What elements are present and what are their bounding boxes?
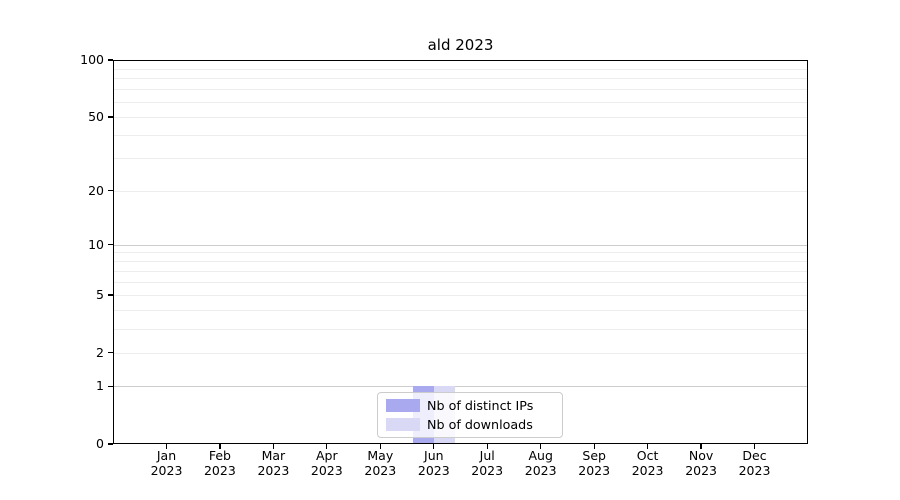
- x-tick-mark: [326, 444, 328, 449]
- y-tick-mark: [108, 116, 113, 118]
- x-tick-mark: [219, 444, 221, 449]
- y-tick-label: 0: [96, 436, 104, 451]
- legend: Nb of distinct IPs Nb of downloads: [377, 392, 563, 438]
- x-tick-label: Aug 2023: [524, 448, 557, 478]
- x-tick-label: Mar 2023: [257, 448, 290, 478]
- legend-swatch-icon: [386, 399, 420, 412]
- y-tick-label: 50: [88, 108, 104, 124]
- gridline-minor: [114, 116, 807, 118]
- y-tick-mark: [108, 352, 113, 354]
- y-tick-label: 20: [88, 182, 104, 198]
- x-tick-mark: [165, 444, 168, 449]
- gridline-minor: [114, 190, 807, 192]
- x-tick-mark: [700, 444, 702, 449]
- x-tick-label: Jun 2023: [417, 448, 450, 478]
- gridline-minor: [114, 261, 807, 263]
- x-tick-label: Sep 2023: [578, 448, 611, 478]
- x-tick-label: May 2023: [364, 448, 397, 478]
- gridline-minor: [114, 78, 807, 80]
- gridline-minor: [114, 352, 807, 354]
- x-tick-mark: [433, 444, 435, 449]
- gridline-minor: [114, 294, 807, 296]
- gridline-minor: [114, 68, 807, 70]
- x-tick-mark: [540, 444, 542, 449]
- x-tick-mark: [486, 444, 488, 449]
- x-tick-label: Feb 2023: [203, 448, 236, 478]
- x-tick-label: Apr 2023: [310, 448, 343, 478]
- y-tick-label: 1: [96, 378, 104, 394]
- gridline-minor: [114, 158, 807, 160]
- gridline-minor: [114, 102, 807, 103]
- gridline-minor: [114, 328, 807, 330]
- x-tick-mark: [593, 444, 595, 449]
- legend-label: Nb of distinct IPs: [427, 398, 534, 413]
- gridline-minor: [114, 89, 807, 91]
- gridline-minor: [114, 252, 807, 254]
- x-tick-label: Nov 2023: [685, 448, 717, 478]
- x-tick-label: Jul 2023: [471, 448, 504, 478]
- x-tick-label: Jan 2023: [150, 448, 183, 478]
- gridline-major: [114, 386, 807, 388]
- x-tick-label: Oct 2023: [631, 448, 664, 478]
- y-tick-mark: [108, 243, 113, 246]
- y-tick-label: 10: [88, 236, 104, 252]
- y-tick-label: 100: [80, 52, 104, 67]
- x-tick-label: Dec 2023: [738, 448, 771, 478]
- x-tick-mark: [379, 444, 381, 449]
- legend-item: Nb of downloads: [386, 417, 554, 432]
- gridline-minor: [114, 135, 807, 136]
- y-tick-mark: [108, 385, 113, 387]
- y-tick-mark: [108, 294, 113, 296]
- y-tick-mark: [108, 190, 113, 192]
- legend-swatch-icon: [386, 418, 420, 431]
- legend-item: Nb of distinct IPs: [386, 398, 554, 413]
- gridline-major: [114, 60, 807, 61]
- y-tick-mark: [108, 59, 113, 61]
- y-tick-label: 5: [96, 286, 104, 302]
- x-tick-mark: [647, 444, 649, 449]
- x-tick-mark: [753, 444, 756, 449]
- x-tick-mark: [272, 444, 274, 449]
- y-tick-mark: [108, 443, 113, 445]
- gridline-major: [114, 244, 807, 246]
- gridline-minor: [114, 282, 807, 284]
- gridline-minor: [114, 271, 807, 272]
- gridline-minor: [114, 310, 807, 312]
- y-tick-label: 2: [96, 344, 104, 360]
- legend-label: Nb of downloads: [427, 417, 533, 432]
- chart-title: ald 2023: [427, 36, 494, 54]
